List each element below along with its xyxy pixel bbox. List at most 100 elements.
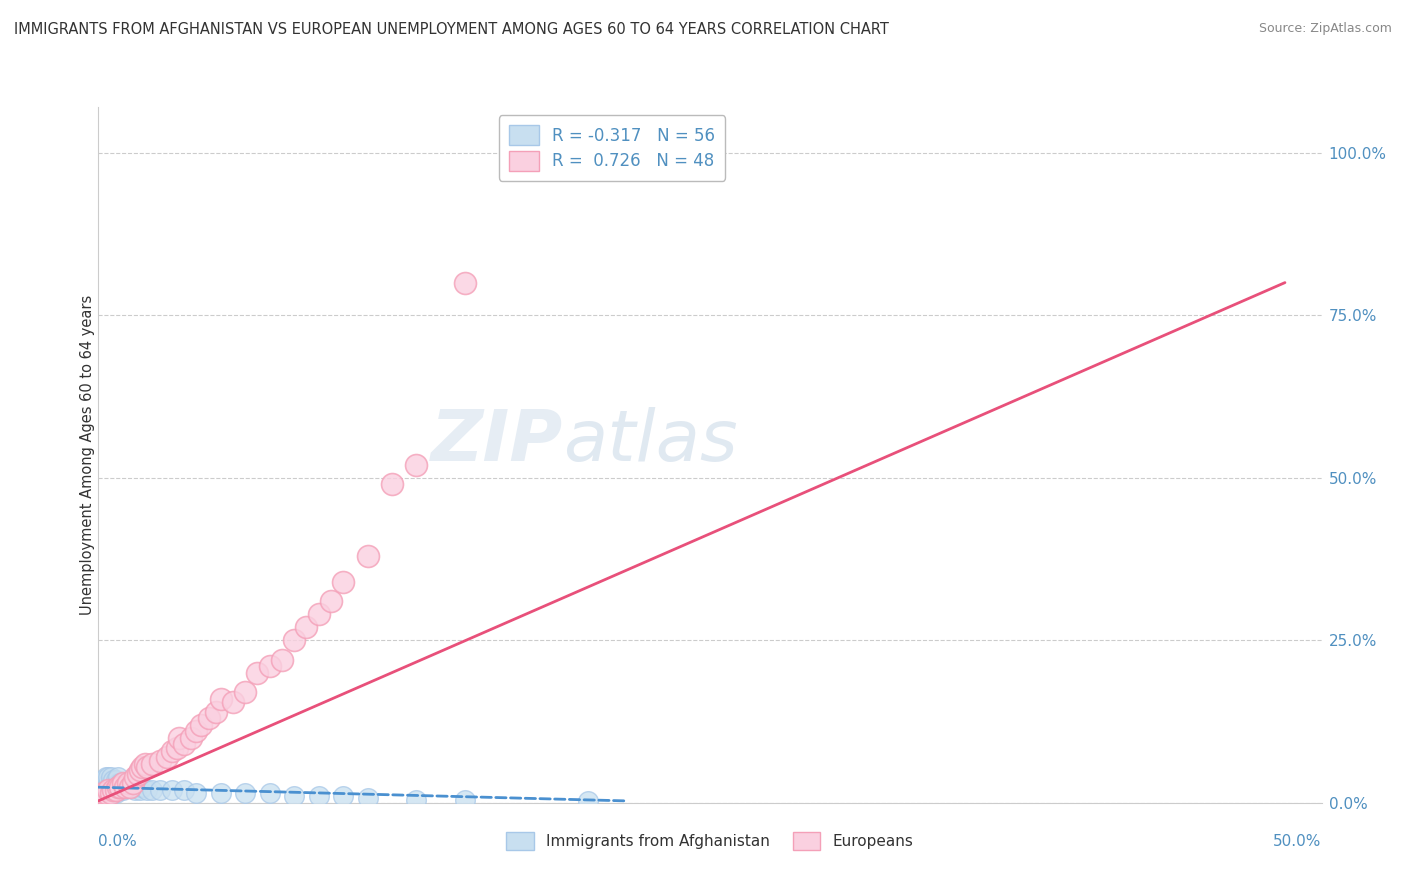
Point [94,770,117,784]
Point [576,794,599,808]
Point [129,764,152,778]
Point [141,782,163,797]
Point [233,786,256,800]
Point [94,786,117,800]
Point [107,782,129,797]
Point [111,776,134,790]
Point [190,718,212,732]
Point [101,772,124,787]
Point [117,776,139,790]
Point [91,789,114,804]
Point [97,770,120,784]
Point [101,782,124,797]
Point [91,780,114,794]
Point [197,711,219,725]
Point [111,776,134,790]
Point [107,776,129,790]
Point [114,780,136,794]
Point [149,754,172,768]
Point [104,786,127,800]
Point [356,790,378,805]
Point [121,776,143,790]
Point [104,780,127,794]
Point [100,780,122,794]
Point [186,724,208,739]
Point [149,782,172,797]
Point [319,594,342,608]
Point [283,789,305,804]
Point [94,776,117,790]
Point [114,780,136,794]
Point [180,731,202,745]
Point [222,695,245,709]
Point [121,780,143,794]
Point [120,780,142,794]
Point [117,780,139,794]
Point [186,786,208,800]
Point [110,780,132,794]
Point [101,786,124,800]
Point [104,782,127,797]
Point [136,760,159,774]
Point [454,792,477,806]
Point [129,782,152,797]
Point [97,776,120,790]
Point [160,744,183,758]
Point [160,782,183,797]
Point [90,776,112,790]
Point [91,782,114,797]
Point [94,786,117,800]
Point [91,786,114,800]
Point [134,756,156,771]
Point [124,770,146,784]
Point [356,549,378,563]
Point [205,705,228,719]
Point [97,789,120,804]
Point [454,276,477,290]
Point [283,633,305,648]
Text: atlas: atlas [564,407,738,475]
Point [127,766,149,780]
Text: 50.0%: 50.0% [1274,834,1322,849]
Point [100,786,122,800]
Point [120,776,142,790]
Point [259,659,281,673]
Legend: Immigrants from Afghanistan, Europeans: Immigrants from Afghanistan, Europeans [499,825,921,858]
Point [131,780,153,794]
Point [405,792,427,806]
Text: Source: ZipAtlas.com: Source: ZipAtlas.com [1258,22,1392,36]
Point [173,737,195,751]
Point [295,620,318,634]
Point [576,132,599,146]
Point [107,770,129,784]
Point [110,782,132,797]
Point [233,685,256,699]
Y-axis label: Unemployment Among Ages 60 to 64 years: Unemployment Among Ages 60 to 64 years [80,294,94,615]
Point [136,782,159,797]
Point [270,653,294,667]
Point [111,782,134,797]
Point [94,780,117,794]
Point [209,691,232,706]
Point [101,780,124,794]
Point [308,789,330,804]
Point [124,782,146,797]
Point [107,780,129,794]
Point [173,782,195,797]
Point [246,665,269,680]
Point [90,789,112,804]
Point [405,458,427,472]
Point [156,750,179,764]
Point [90,782,112,797]
Point [308,607,330,622]
Point [166,740,188,755]
Point [332,789,354,804]
Text: 0.0%: 0.0% [98,834,138,849]
Point [97,782,120,797]
Point [100,786,122,800]
Point [127,780,149,794]
Point [209,786,232,800]
Point [131,760,153,774]
Point [100,770,122,784]
Point [141,756,163,771]
